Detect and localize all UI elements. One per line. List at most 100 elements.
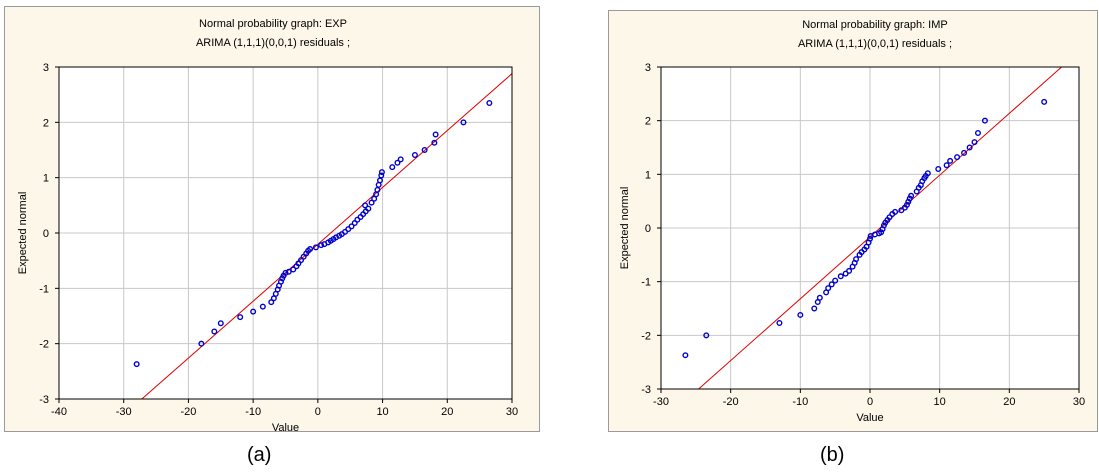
- data-point: [290, 266, 297, 273]
- y-axis-label: Expected normal: [619, 187, 631, 270]
- data-point: [198, 340, 205, 347]
- data-point: [1041, 98, 1048, 105]
- data-point: [816, 294, 823, 301]
- data-point: [935, 165, 942, 172]
- chart-panel-a: Normal probability graph: EXP ARIMA (1,1,…: [4, 6, 540, 433]
- chart-a-svg: Normal probability graph: EXP ARIMA (1,1,…: [17, 18, 518, 433]
- data-point: [237, 314, 244, 321]
- data-point: [268, 299, 275, 306]
- data-point: [259, 303, 266, 310]
- data-point: [431, 139, 438, 146]
- x-tick-label: 30: [1073, 396, 1085, 408]
- data-point: [307, 246, 314, 253]
- data-point: [368, 199, 375, 206]
- data-point: [853, 256, 860, 263]
- data-point: [460, 119, 467, 126]
- data-point: [776, 319, 783, 326]
- y-axis-label: Expected normal: [17, 192, 29, 275]
- x-tick-label: -20: [723, 396, 739, 408]
- caption-a: (a): [247, 444, 272, 466]
- data-point: [867, 235, 874, 242]
- data-point: [312, 244, 319, 251]
- y-tick-label: 2: [645, 116, 651, 128]
- chart-panel-b: Normal probability graph: IMP ARIMA (1,1,…: [608, 10, 1098, 432]
- data-point: [365, 205, 372, 212]
- data-point: [966, 144, 973, 151]
- data-point: [974, 130, 981, 137]
- data-point: [397, 156, 404, 163]
- x-tick-label: 20: [1003, 396, 1015, 408]
- y-tick-label: -1: [641, 277, 651, 289]
- data-point: [282, 269, 289, 276]
- chart-subtitle: ARIMA (1,1,1)(0,0,1) residuals ;: [798, 38, 952, 50]
- data-point: [837, 273, 844, 280]
- data-point: [825, 285, 832, 292]
- data-point: [981, 117, 988, 124]
- data-point: [846, 267, 853, 274]
- data-point: [133, 361, 140, 368]
- data-point: [703, 332, 710, 339]
- data-point: [954, 154, 961, 161]
- x-tick-label: 0: [315, 406, 321, 418]
- y-tick-label: 1: [645, 169, 651, 181]
- chart-title: Normal probability graph: IMP: [802, 19, 948, 31]
- y-tick-label: -1: [39, 283, 49, 295]
- data-point: [832, 277, 839, 284]
- data-point: [947, 157, 954, 164]
- y-tick-label: 2: [43, 117, 49, 129]
- data-point: [878, 229, 885, 236]
- data-point: [432, 131, 439, 138]
- x-tick-label: 30: [506, 406, 518, 418]
- data-point: [378, 169, 385, 176]
- data-point: [908, 192, 915, 199]
- data-point: [378, 172, 385, 179]
- y-tick-label: 1: [43, 173, 49, 185]
- data-point: [211, 328, 218, 335]
- y-tick-label: 3: [43, 62, 49, 74]
- y-tick-label: 3: [645, 62, 651, 74]
- data-point: [682, 352, 689, 359]
- y-tick-label: 0: [645, 223, 651, 235]
- data-point: [797, 311, 804, 318]
- chart-title: Normal probability graph: EXP: [199, 18, 347, 30]
- data-point: [811, 305, 818, 312]
- x-tick-label: 10: [376, 406, 388, 418]
- data-point: [277, 278, 284, 285]
- data-point: [905, 198, 912, 205]
- caption-b: (b): [820, 444, 845, 466]
- x-tick-label: -20: [180, 406, 196, 418]
- data-point: [924, 170, 931, 177]
- data-point: [892, 208, 899, 215]
- data-point: [943, 162, 950, 169]
- data-point: [285, 268, 292, 275]
- data-point: [411, 151, 418, 158]
- x-tick-label: 10: [934, 396, 946, 408]
- data-point: [362, 202, 369, 209]
- x-tick-label: -30: [116, 406, 132, 418]
- y-tick-label: -2: [39, 339, 49, 351]
- chart-subtitle: ARIMA (1,1,1)(0,0,1) residuals ;: [196, 37, 350, 49]
- x-axis-label: Value: [272, 422, 299, 433]
- data-point: [348, 223, 355, 230]
- data-point: [486, 99, 493, 106]
- data-point: [961, 149, 968, 156]
- x-tick-label: -30: [653, 396, 669, 408]
- x-tick-label: -40: [51, 406, 67, 418]
- x-tick-label: -10: [792, 396, 808, 408]
- data-point: [394, 159, 401, 166]
- data-point: [250, 308, 257, 315]
- data-point: [389, 164, 396, 171]
- data-point: [971, 139, 978, 146]
- y-tick-label: -3: [641, 384, 651, 396]
- x-tick-label: 0: [867, 396, 873, 408]
- x-tick-label: 20: [441, 406, 453, 418]
- data-point: [318, 242, 325, 249]
- x-axis-label: Value: [856, 412, 883, 424]
- data-point: [421, 146, 428, 153]
- y-tick-label: -2: [641, 330, 651, 342]
- data-point: [217, 320, 224, 327]
- x-tick-label: -10: [245, 406, 261, 418]
- data-point: [903, 201, 910, 208]
- y-tick-label: 0: [43, 228, 49, 240]
- y-tick-label: -3: [39, 394, 49, 406]
